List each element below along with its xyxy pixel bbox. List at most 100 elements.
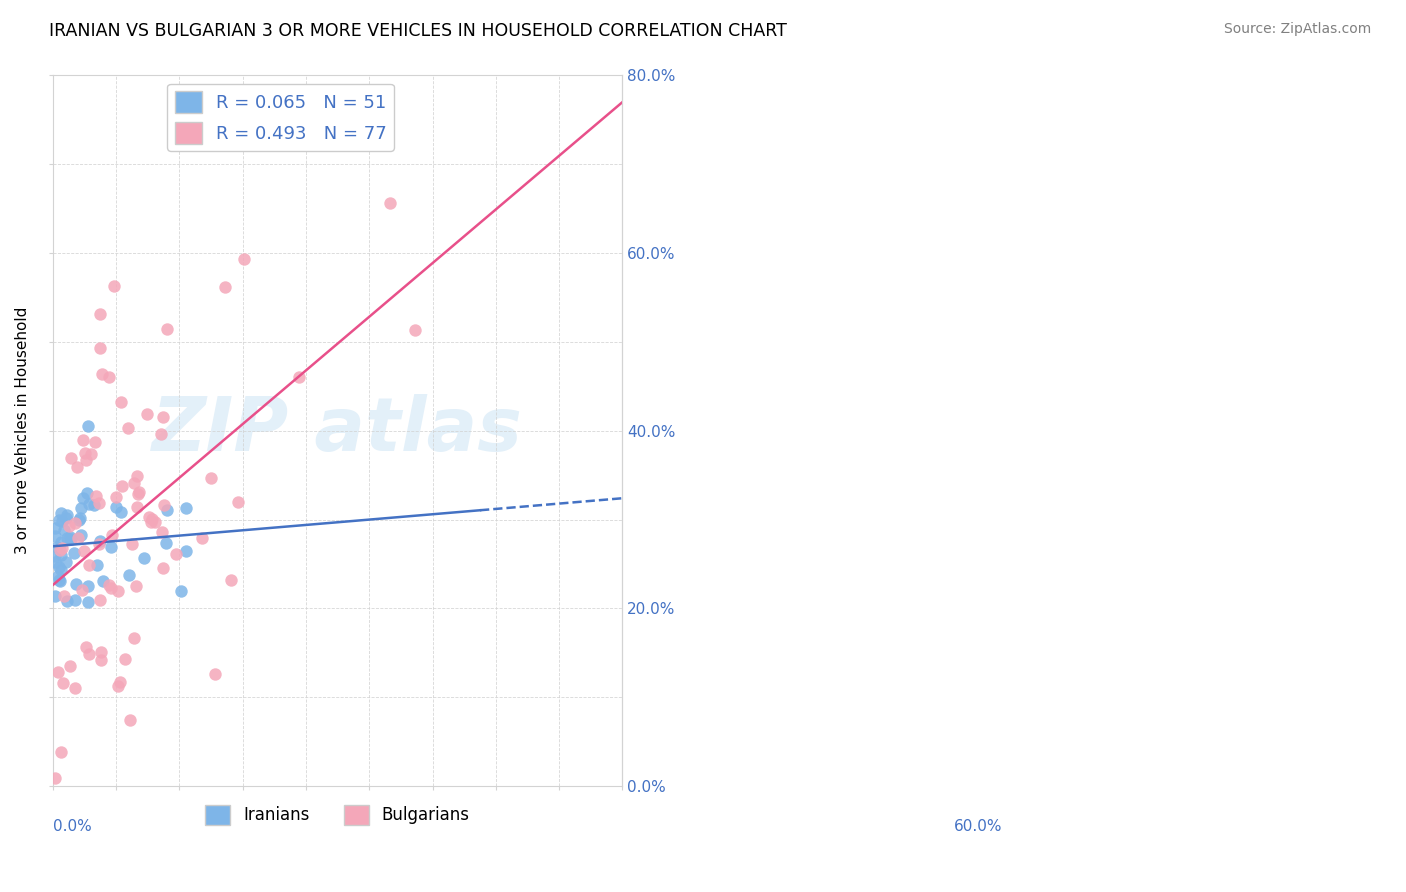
Point (132, 550, 155, 565)
Point (155, 536, 177, 550)
Point (108, 674, 131, 689)
Point (118, 713, 141, 727)
Point (107, 679, 129, 693)
Point (152, 561, 174, 575)
Point (53, 523, 76, 537)
Point (73, 446, 96, 460)
Point (101, 528, 124, 542)
Point (44, 529, 66, 543)
Point (156, 322, 179, 336)
Point (87, 537, 110, 551)
Point (75, 640, 97, 655)
Point (89, 533, 111, 548)
Point (152, 524, 174, 539)
Point (66, 531, 89, 545)
Point (174, 544, 197, 558)
Point (49, 543, 72, 558)
Text: Source: ZipAtlas.com: Source: ZipAtlas.com (1223, 22, 1371, 37)
Point (110, 394, 132, 409)
Point (191, 531, 214, 545)
Point (127, 486, 149, 500)
Point (139, 516, 162, 530)
Point (91, 367, 114, 381)
Point (156, 502, 179, 516)
Point (55, 508, 77, 523)
Point (104, 490, 127, 504)
Point (117, 421, 139, 435)
Point (288, 370, 311, 384)
Point (226, 494, 249, 508)
Point (75, 453, 97, 467)
Point (51, 541, 73, 556)
Point (125, 500, 148, 514)
Point (44, 589, 66, 603)
Point (97, 578, 120, 592)
Point (204, 666, 226, 681)
Point (45, 541, 67, 555)
Point (49, 534, 72, 549)
Point (58, 519, 80, 533)
Point (70, 500, 93, 515)
Text: 60.0%: 60.0% (953, 819, 1002, 833)
Point (49, 563, 72, 577)
Point (84, 435, 107, 450)
Point (72, 433, 94, 447)
Point (100, 541, 122, 555)
Point (107, 584, 129, 599)
Point (70, 582, 93, 597)
Point (125, 579, 148, 593)
Point (56, 532, 79, 546)
Point (84, 489, 107, 503)
Point (233, 252, 256, 266)
Point (122, 476, 145, 491)
Point (49, 548, 72, 562)
Point (59, 533, 82, 547)
Point (128, 485, 150, 500)
Point (51, 745, 73, 759)
Point (76, 486, 98, 500)
Legend: Iranians, Bulgarians: Iranians, Bulgarians (198, 797, 477, 831)
Point (80, 447, 103, 461)
Point (141, 512, 163, 526)
Point (69, 528, 91, 542)
Point (73, 544, 96, 558)
Point (83, 498, 105, 512)
Point (404, 322, 426, 336)
Text: 0.0%: 0.0% (53, 819, 91, 833)
Point (219, 573, 242, 587)
Point (89, 593, 111, 607)
Point (121, 536, 143, 550)
Point (170, 583, 193, 598)
Point (48, 560, 70, 574)
Point (48, 514, 70, 528)
Point (67, 513, 90, 527)
Point (87, 496, 110, 510)
Point (111, 479, 134, 493)
Point (136, 407, 159, 421)
Point (72, 491, 94, 505)
Point (150, 426, 173, 441)
Point (90, 653, 112, 667)
Point (69, 511, 91, 525)
Point (65, 576, 87, 591)
Point (63, 516, 86, 531)
Point (152, 410, 174, 425)
Point (59, 659, 82, 673)
Point (90, 645, 112, 659)
Point (44, 771, 66, 785)
Point (51, 506, 73, 520)
Point (66, 460, 89, 475)
Point (63, 681, 86, 695)
Point (153, 498, 176, 512)
Point (44, 549, 66, 563)
Point (214, 280, 236, 294)
Point (52, 589, 75, 603)
Point (91, 574, 114, 588)
Point (98, 369, 121, 384)
Point (44, 520, 66, 534)
Point (52, 676, 75, 690)
Point (103, 278, 125, 293)
Point (55, 594, 77, 608)
Point (118, 567, 141, 582)
Point (49, 574, 72, 588)
